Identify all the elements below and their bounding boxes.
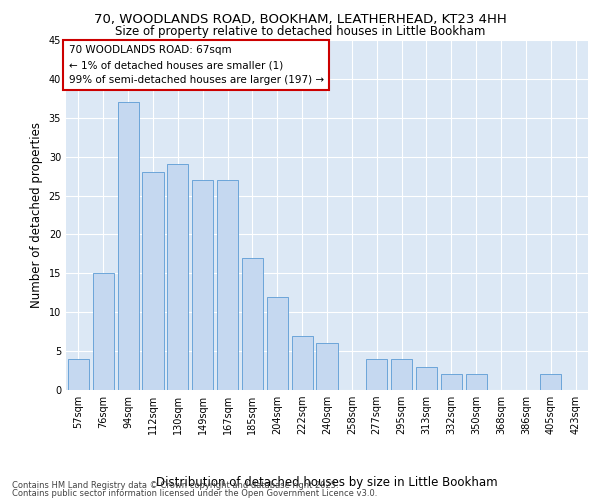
Bar: [292, 336, 313, 390]
Y-axis label: Number of detached properties: Number of detached properties: [30, 122, 43, 308]
Bar: [441, 374, 462, 390]
X-axis label: Distribution of detached houses by size in Little Bookham: Distribution of detached houses by size …: [156, 476, 498, 489]
Bar: [242, 258, 263, 390]
Bar: [267, 296, 288, 390]
Bar: [466, 374, 487, 390]
Bar: [93, 274, 114, 390]
Bar: [118, 102, 139, 390]
Text: Contains HM Land Registry data © Crown copyright and database right 2025.: Contains HM Land Registry data © Crown c…: [12, 480, 338, 490]
Bar: [416, 366, 437, 390]
Bar: [68, 359, 89, 390]
Text: 70 WOODLANDS ROAD: 67sqm
← 1% of detached houses are smaller (1)
99% of semi-det: 70 WOODLANDS ROAD: 67sqm ← 1% of detache…: [68, 46, 324, 85]
Bar: [167, 164, 188, 390]
Text: Contains public sector information licensed under the Open Government Licence v3: Contains public sector information licen…: [12, 489, 377, 498]
Bar: [366, 359, 387, 390]
Bar: [540, 374, 561, 390]
Bar: [217, 180, 238, 390]
Bar: [391, 359, 412, 390]
Bar: [142, 172, 164, 390]
Bar: [192, 180, 213, 390]
Text: 70, WOODLANDS ROAD, BOOKHAM, LEATHERHEAD, KT23 4HH: 70, WOODLANDS ROAD, BOOKHAM, LEATHERHEAD…: [94, 12, 506, 26]
Text: Size of property relative to detached houses in Little Bookham: Size of property relative to detached ho…: [115, 25, 485, 38]
Bar: [316, 344, 338, 390]
